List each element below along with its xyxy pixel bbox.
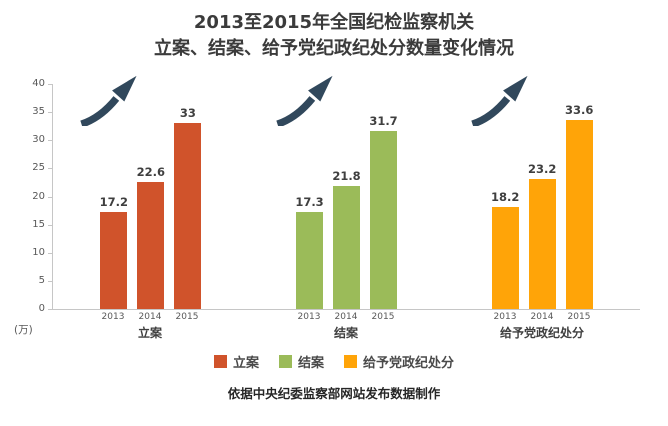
legend-item: 结案	[278, 352, 324, 371]
year-labels: 2013 2014 2015	[100, 312, 201, 322]
bar-value-label: 33.6	[564, 103, 594, 117]
legend: 立案 结案 给予党政纪处分	[0, 352, 668, 371]
plot-area: 17.2 22.6 33 17.3 21.8 31.7 18.2 23.2 33.6	[52, 75, 640, 310]
bar-value-label: 21.8	[332, 169, 361, 184]
y-tick-mark	[48, 252, 52, 254]
bar: 31.7	[369, 114, 398, 309]
bar: 33.6	[565, 103, 593, 309]
y-axis-unit: (万)	[14, 324, 33, 336]
group-label: 给予党政纪处分	[499, 326, 584, 340]
bar-value-label: 23.2	[527, 161, 557, 176]
chart-title-line1: 2013至2015年全国纪检监察机关	[193, 12, 475, 33]
y-tick-mark	[48, 280, 52, 282]
bar: 17.2	[100, 195, 128, 309]
year-label: 2013	[493, 312, 517, 322]
bar: 23.2	[528, 162, 556, 309]
bar: 22.6	[137, 165, 165, 309]
year-label: 2014	[530, 312, 554, 322]
legend-item: 立案	[213, 352, 259, 371]
y-tick-label: 25	[32, 162, 45, 174]
y-tick-mark	[48, 140, 52, 142]
legend-swatch-icon	[278, 355, 292, 368]
y-tick-label: 0	[38, 303, 45, 314]
bar-chart: 17.2 22.6 33 17.3 21.8 31.7 18.2 23.2 33.6 2013 2…	[12, 74, 650, 346]
y-tick-label: 20	[32, 190, 45, 202]
chart-title: 2013至2015年全国纪检监察机关 立案、结案、给予党纪政纪处分数量变化情况	[0, 0, 668, 62]
source-note: 依据中央纪委监察部网站发布数据制作	[227, 386, 441, 401]
growth-arrow-icon	[468, 74, 532, 128]
growth-arrow-icon	[77, 74, 141, 128]
bar-value-label: 22.6	[136, 164, 166, 179]
y-tick-mark	[48, 196, 52, 198]
y-tick-label: 10	[32, 246, 45, 258]
legend-swatch-icon	[344, 355, 357, 368]
growth-arrow-icon	[273, 74, 337, 128]
year-label: 2014	[334, 312, 358, 322]
bar-group-3: 18.2 23.2 33.6	[444, 75, 640, 309]
year-label: 2014	[138, 312, 162, 322]
legend-swatch-icon	[213, 355, 227, 368]
legend-label: 立案	[232, 356, 259, 371]
year-labels: 2013 2014 2015	[296, 312, 397, 322]
year-labels: 2013 2014 2015	[492, 312, 593, 322]
bar-value-label: 31.7	[369, 113, 398, 128]
x-group-labels: 2013 2014 2015 结案	[248, 312, 444, 341]
x-axis-labels: 2013 2014 2015 立案 2013 2014 2015 结案 2013 2014 2015…	[52, 312, 640, 341]
legend-item: 给予党政纪处分	[344, 352, 454, 371]
group-label: 结案	[333, 326, 358, 340]
year-label: 2015	[175, 312, 199, 322]
chart-title-line2: 立案、结案、给予党纪政纪处分数量变化情况	[154, 38, 514, 59]
x-group-labels: 2013 2014 2015 立案	[52, 312, 248, 341]
bar-group-2: 17.3 21.8 31.7	[249, 75, 445, 309]
y-tick-label: 40	[32, 78, 45, 89]
y-tick-label: 5	[38, 274, 45, 286]
y-tick-mark	[48, 309, 52, 310]
group-label: 立案	[137, 326, 162, 340]
legend-label: 给予党政纪处分	[363, 356, 455, 371]
bar: 17.3	[295, 195, 324, 309]
year-label: 2015	[567, 312, 591, 322]
bar-group-1: 17.2 22.6 33	[53, 75, 249, 309]
bar-value-label: 17.2	[99, 195, 129, 210]
year-label: 2015	[371, 312, 395, 322]
y-tick-label: 35	[32, 106, 45, 118]
y-tick-mark	[48, 112, 52, 114]
legend-label: 结案	[297, 356, 324, 371]
y-tick-label: 15	[32, 218, 45, 230]
y-tick-mark	[48, 84, 52, 85]
bar-value-label: 18.2	[490, 189, 520, 204]
bar: 33	[174, 106, 202, 309]
bar: 18.2	[491, 190, 519, 309]
x-group-labels: 2013 2014 2015 给予党政纪处分	[444, 312, 640, 341]
bar-value-label: 17.3	[295, 194, 324, 209]
year-label: 2013	[297, 312, 321, 322]
bar-value-label: 33	[179, 106, 196, 121]
year-label: 2013	[101, 312, 125, 322]
y-tick-mark	[48, 224, 52, 226]
bar: 21.8	[332, 169, 361, 309]
y-tick-label: 30	[32, 134, 45, 146]
y-tick-mark	[48, 168, 52, 170]
